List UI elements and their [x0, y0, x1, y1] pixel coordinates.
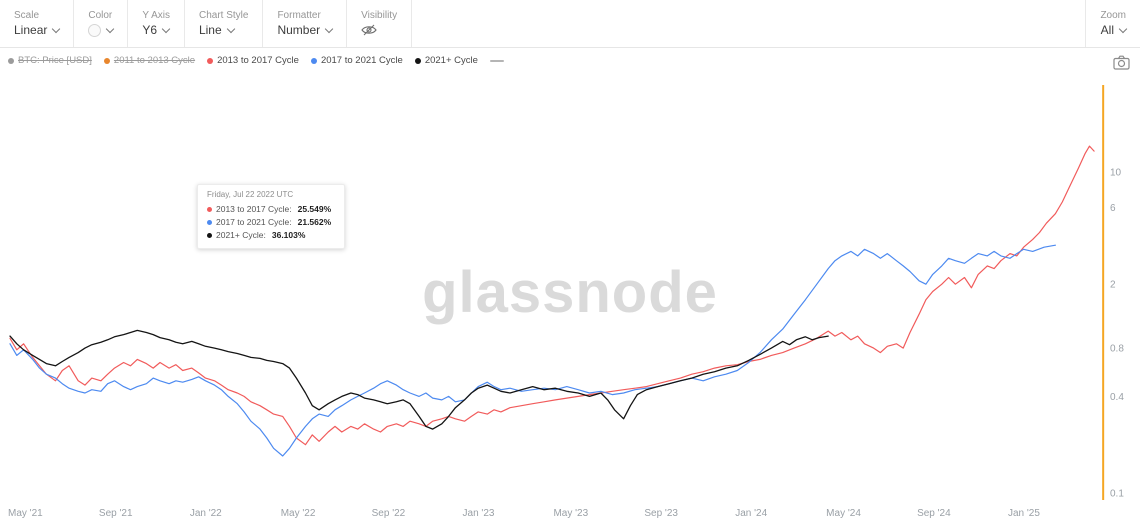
y-axis-tick-label: 6	[1110, 203, 1116, 214]
zoom-control-value: All	[1100, 23, 1114, 37]
x-axis-tick-label: Sep '24	[917, 508, 951, 519]
camera-icon	[1113, 55, 1130, 70]
legend-label: 2013 to 2017 Cycle	[217, 55, 299, 66]
x-axis-tick-label: Sep '23	[644, 508, 678, 519]
y-axis-tick-label: 10	[1110, 168, 1122, 179]
x-axis-tick-label: May '22	[281, 508, 316, 519]
legend-item[interactable]: 2013 to 2017 Cycle	[207, 55, 299, 66]
glassnode-watermark: glassnode	[422, 260, 718, 325]
formatter-control-value: Number	[277, 23, 321, 37]
y-axis-control-value: Y6	[142, 23, 158, 37]
y-axis-control-label: Y Axis	[142, 10, 170, 21]
legend-items: BTC: Price [USD] 2011 to 2013 Cycle 2013 t…	[8, 55, 478, 66]
scale-control[interactable]: Scale Linear	[0, 0, 75, 47]
y-axis-tick-label: 0.8	[1110, 344, 1124, 355]
x-axis-tick-label: May '21	[8, 508, 43, 519]
chart-style-control-label: Chart Style	[198, 10, 249, 21]
series-line-cycle-2013-2017	[9, 145, 1095, 446]
legend-item[interactable]: BTC: Price [USD]	[8, 55, 92, 66]
chevron-down-icon	[324, 24, 334, 33]
legend-item[interactable]: 2021+ Cycle	[414, 55, 478, 66]
x-axis-tick-label: May '23	[553, 508, 588, 519]
chevron-down-icon	[226, 24, 235, 33]
chart-style-control-value: Line	[198, 23, 222, 37]
chevron-down-icon	[1118, 24, 1128, 33]
y-axis-tick-label: 0.1	[1110, 489, 1124, 500]
legend-dot-icon	[8, 57, 14, 64]
legend-dot-icon	[207, 57, 214, 64]
eye-off-icon	[361, 24, 377, 36]
scale-control-value: Linear	[14, 23, 48, 37]
visibility-control-label: Visibility	[361, 10, 398, 21]
series-line-cycle-2021-plus	[9, 329, 829, 430]
y-axis-control[interactable]: Y Axis Y6	[128, 0, 185, 47]
x-axis-tick-label: Jan '24	[735, 508, 767, 519]
x-axis-tick-label: Sep '22	[372, 508, 406, 519]
legend: BTC: Price [USD] 2011 to 2013 Cycle 2013 t…	[8, 55, 504, 66]
scale-control-label: Scale	[14, 10, 40, 21]
legend-item[interactable]: 2017 to 2021 Cycle	[310, 55, 403, 66]
chevron-down-icon	[161, 24, 171, 33]
y-axis-tick-label: 0.4	[1110, 392, 1124, 403]
series-line-cycle-2017-2021	[9, 244, 1056, 457]
chart-toolbar: Scale Linear Color Y Axis Y6 Chart Style…	[0, 0, 1140, 48]
legend-label: 2017 to 2021 Cycle	[320, 55, 403, 66]
legend-extra-dash[interactable]	[489, 59, 504, 62]
x-axis-tick-label: Jan '25	[1008, 508, 1040, 519]
legend-item[interactable]: 2011 to 2013 Cycle	[103, 55, 196, 66]
export-camera-button[interactable]	[1111, 53, 1132, 75]
x-axis-tick-label: May '24	[826, 508, 861, 519]
legend-dot-icon	[103, 57, 110, 64]
legend-label: BTC: Price [USD]	[18, 55, 92, 66]
legend-label: 2011 to 2013 Cycle	[113, 55, 196, 66]
formatter-control[interactable]: Formatter Number	[263, 0, 348, 47]
zoom-control-label: Zoom	[1100, 10, 1126, 21]
visibility-control[interactable]: Visibility	[347, 0, 413, 47]
chevron-down-icon	[106, 24, 115, 33]
chart-style-control[interactable]: Chart Style Line	[185, 0, 264, 47]
chevron-down-icon	[52, 24, 61, 33]
x-axis-tick-label: Sep '21	[99, 508, 133, 519]
legend-label: 2021+ Cycle	[424, 55, 478, 66]
y-axis-tick-label: 2	[1110, 280, 1116, 291]
color-control-label: Color	[88, 9, 113, 21]
color-control[interactable]: Color	[74, 0, 129, 47]
zoom-control[interactable]: Zoom All	[1085, 0, 1140, 47]
x-axis-tick-label: Jan '23	[463, 508, 495, 519]
color-swatch-icon	[88, 23, 102, 37]
formatter-control-label: Formatter	[277, 10, 321, 21]
legend-dot-icon	[414, 57, 421, 64]
legend-dot-icon	[310, 57, 317, 64]
x-axis-tick-label: Jan '22	[190, 508, 222, 519]
